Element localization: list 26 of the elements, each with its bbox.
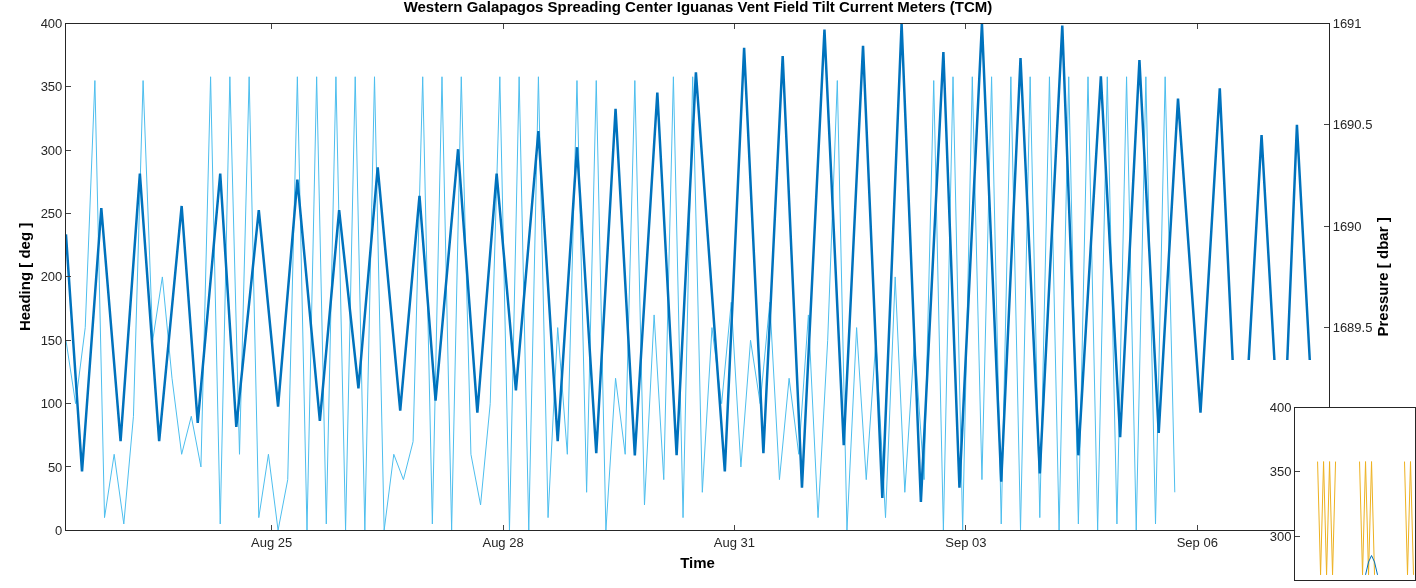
- y-tick-label: 150: [40, 332, 63, 348]
- y-tick-label: 50: [47, 459, 63, 475]
- y-axis-title: Heading [ deg ]: [15, 222, 33, 332]
- y-tick-label: 100: [40, 396, 63, 412]
- y-tick-label: 350: [1269, 464, 1292, 480]
- y-tick-label: 250: [40, 206, 63, 222]
- line-series: [65, 76, 1176, 531]
- y-tick-label: 400: [40, 16, 63, 32]
- y-tick-label: 0: [55, 522, 63, 538]
- chart-title: Western Galapagos Spreading Center Iguanas Vent Field Tilt Current Meters (TCM): [403, 0, 993, 15]
- x-tick-label: Aug 28: [482, 534, 524, 550]
- y-tick-label: 300: [40, 142, 63, 158]
- y-tick-label: 350: [40, 79, 63, 95]
- x-axis-title: Time: [680, 553, 715, 571]
- y-tick-label: 200: [40, 269, 63, 285]
- y2-tick-label: 1690: [1332, 218, 1362, 234]
- x-tick-label: Aug 31: [713, 534, 756, 550]
- y2-tick-label: 1690.5: [1332, 117, 1373, 133]
- x-tick-label: Sep 03: [945, 534, 987, 550]
- x-tick-label: Sep 06: [1176, 534, 1218, 550]
- y2-axis-title: Pressure [ dbar ]: [1374, 217, 1392, 337]
- y2-tick-label: 1689.5: [1332, 320, 1373, 336]
- y-tick-label: 300: [1269, 528, 1292, 544]
- y-tick-label: 400: [1269, 400, 1292, 416]
- y2-tick-label: 1691: [1332, 16, 1362, 32]
- x-tick-label: Aug 25: [251, 534, 293, 550]
